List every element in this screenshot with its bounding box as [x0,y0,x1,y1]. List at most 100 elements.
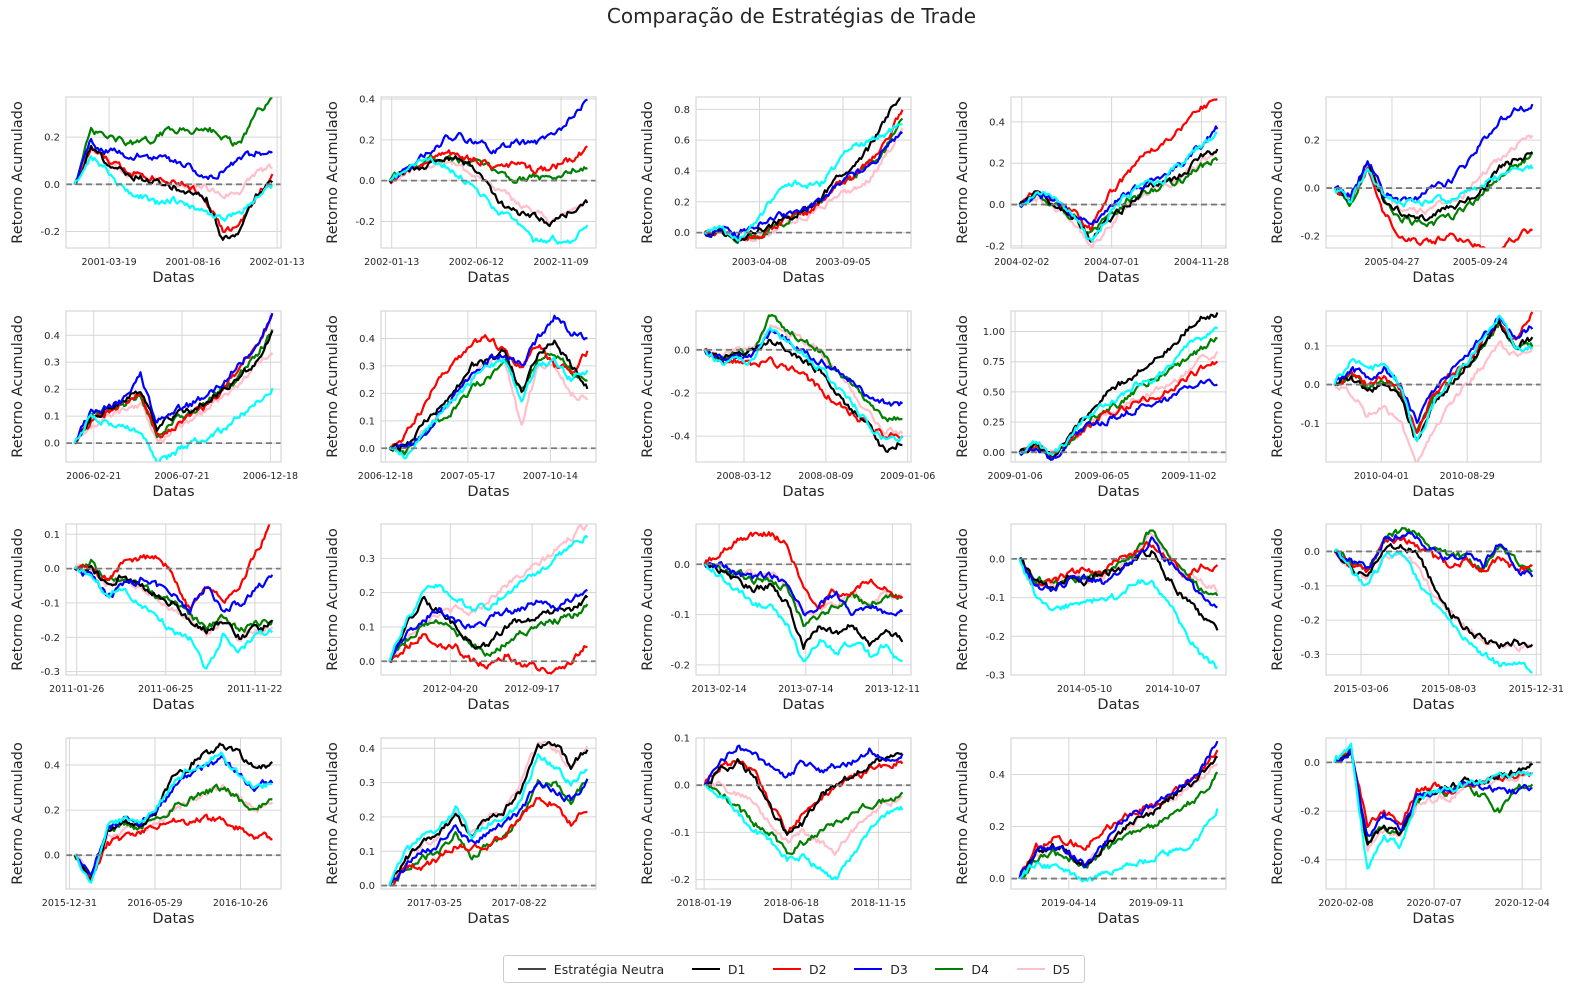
series-group [1333,742,1534,870]
ytick-label: 0.0 [359,881,375,892]
series-group [703,97,904,245]
legend-label-d1: D1 [727,961,746,977]
y-axis-label: Retorno Acumulado [10,315,26,458]
xtick-label: 2009-06-05 [1074,471,1129,482]
ytick-label: 0.0 [44,564,60,575]
series-line-d3 [73,312,274,444]
axes-frame [380,96,597,249]
series-line-d2 [1333,167,1533,248]
y-axis-label: Retorno Acumulado [640,528,656,671]
x-axis-label: Datas [1412,911,1454,927]
y-axis-label: Retorno Acumulado [955,315,971,458]
series-line-cyan [73,155,274,222]
ytick-label: 0.0 [674,228,690,239]
legend-item-d3: D3 [854,962,908,977]
ytick-label: -0.2 [670,660,690,671]
xtick-label: 2018-01-19 [677,898,732,909]
series-line-d3 [1334,103,1534,203]
series-line-d1 [1018,755,1219,879]
ytick-label: 0.2 [44,385,60,396]
ytick-label: 0.2 [989,822,1005,833]
ytick-label: 0.2 [989,159,1005,170]
ytick-label: 0.50 [983,387,1005,398]
xtick-label: 2014-05-10 [1057,684,1112,695]
xtick-label: 2009-11-02 [1161,471,1216,482]
axes-frame [65,523,282,676]
y-axis-label: Retorno Acumulado [640,742,656,885]
series-group [388,98,589,245]
xtick-label: 2006-02-21 [66,471,121,482]
xtick-label: 2006-12-18 [243,471,298,482]
ytick-label: -0.4 [1300,855,1320,866]
ytick-label: 0.2 [44,133,60,144]
ytick-label: -0.1 [985,593,1005,604]
ytick-label: 0.0 [989,200,1005,211]
series-line-cyan [73,565,274,670]
xtick-label: 2011-01-26 [49,684,104,695]
x-axis-label: Datas [152,697,194,713]
series-line-d1 [704,751,903,836]
series-line-d2 [389,633,588,675]
ytick-label: 0.3 [359,361,375,372]
series-line-d3 [1018,740,1219,879]
series-line-d3 [1018,125,1219,226]
y-axis-label: Retorno Acumulado [1270,742,1286,885]
xtick-label: 2006-12-18 [358,471,413,482]
series-line-cyan [74,751,273,884]
series-line-d1 [73,144,274,241]
legend-label-d2: D2 [809,961,827,977]
axes-frame [1010,310,1227,463]
series-line-d3 [703,131,903,239]
x-axis-label: Datas [467,697,509,713]
ytick-label: 0.2 [359,135,375,146]
ytick-label: -0.2 [355,217,375,228]
xtick-label: 2020-02-08 [1318,898,1373,909]
ytick-label: 0.4 [674,166,690,177]
xtick-label: 2002-01-13 [249,257,304,268]
series-line-cyan [1019,131,1218,243]
xtick-label: 2010-08-29 [1440,471,1495,482]
xtick-label: 2019-04-14 [1041,898,1096,909]
ytick-label: -0.2 [670,875,690,886]
y-axis-label: Retorno Acumulado [1270,528,1286,671]
y-axis-label: Retorno Acumulado [1270,315,1286,458]
series-line-d5 [704,324,904,435]
ytick-label: -0.2 [670,388,690,399]
y-axis-label: Retorno Acumulado [640,315,656,458]
series-line-d1 [703,563,904,651]
ytick-label: 0.0 [359,657,375,668]
ytick-label: 0.1 [359,622,375,633]
xtick-label: 2008-08-09 [798,471,853,482]
subplot-6: 0.0 0.1 0.2 0.3 0.4 2006-02-21 2006-07-21 2006-… [10,310,298,500]
x-axis-label: Datas [152,484,194,500]
xtick-label: 2011-11-22 [227,684,282,695]
xtick-label: 2005-04-27 [1364,257,1419,268]
ytick-label: 0.0 [359,176,375,187]
series-group [1018,529,1219,670]
series-line-cyan [1019,326,1219,457]
series-line-d2 [74,524,271,611]
series-line-cyan [73,387,274,462]
ytick-label: 0.0 [674,560,690,571]
ytick-label: 0.1 [674,734,690,745]
series-line-d5 [388,160,589,226]
x-axis-label: Datas [782,911,824,927]
ytick-label: 0.0 [989,874,1005,885]
legend-item-neutral: Estratégia Neutra [517,961,665,977]
series-line-d1 [1334,542,1534,650]
series-line-d3 [704,560,904,617]
ytick-label: -0.2 [1300,232,1320,243]
axes-frame [380,523,597,676]
xtick-label: 2001-03-19 [82,257,137,268]
x-axis-label: Datas [782,484,824,500]
series-line-d3 [389,314,588,450]
subplot-14: -0.3 -0.2 -0.1 0.0 2014-05-10 2014-10-07 Datas… [955,523,1227,713]
xtick-label: 2014-10-07 [1145,684,1200,695]
legend-label-neutral: Estratégia Neutra [553,961,665,977]
series-group [1018,312,1219,461]
y-axis-label: Retorno Acumulado [640,101,656,244]
ytick-label: -0.3 [985,671,1005,682]
ytick-label: 0.1 [44,412,60,423]
series-line-d3 [703,744,904,786]
